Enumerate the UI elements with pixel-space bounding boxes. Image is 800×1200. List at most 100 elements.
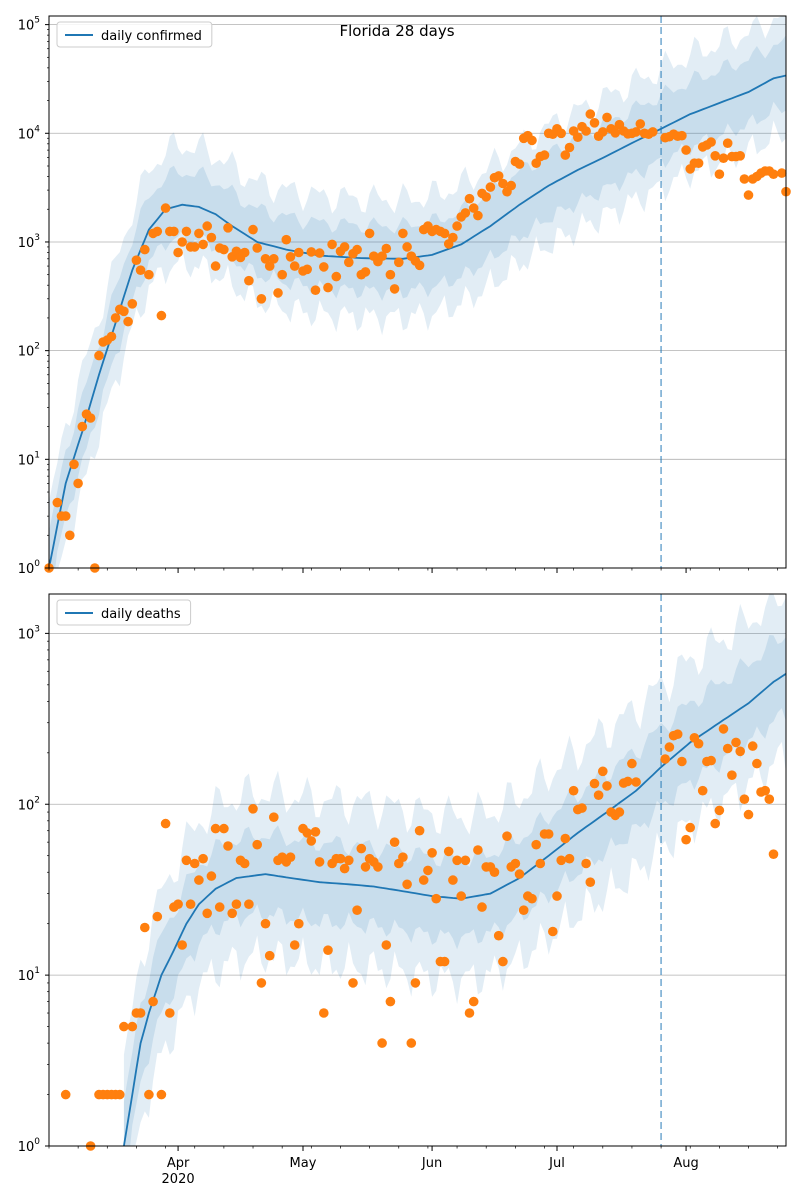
observation-point [214,902,225,912]
observation-point [348,978,358,988]
observation-point [593,790,604,800]
observation-point [660,754,670,764]
observation-point [456,891,467,901]
observation-point [710,818,720,829]
observation-point [73,478,83,489]
observation-point [119,306,129,317]
legend: daily confirmed [56,21,213,48]
observation-point [527,135,537,146]
observation-point [256,294,267,304]
observation-point [431,893,442,904]
observation-point [223,223,233,233]
observation-point [627,758,637,769]
observation-point [352,905,362,915]
observation-point [198,853,208,864]
observation-point [443,846,454,857]
observation-point [498,178,508,189]
observation-point [398,228,408,239]
observation-point [194,875,204,885]
observation-point [69,459,79,470]
x-tick-label: May [290,1156,317,1171]
observation-point [718,153,729,163]
observation-point [352,244,362,255]
observation-point [427,848,437,858]
observation-point [344,855,354,866]
x-tick-label: Jul [548,1156,565,1171]
observation-point [127,1021,138,1032]
observation-point [302,264,313,275]
observation-point [693,738,704,749]
observations [44,109,791,573]
observation-point [539,150,550,160]
legend: daily deaths [56,599,192,626]
observation-point [556,855,566,866]
observation-point [677,756,687,767]
observation-point [556,128,566,139]
observation-point [473,845,483,855]
observation-point [360,862,371,872]
observation-point [302,828,313,838]
observation-point [514,869,525,879]
observation-point [722,138,733,148]
observation-point [560,150,571,160]
observation-point [264,261,275,271]
observation-point [264,950,275,961]
observation-point [681,145,691,155]
observation-point [85,413,96,423]
observation-point [560,833,571,844]
observation-point [602,781,612,791]
observation-point [377,1038,387,1048]
observation-point [156,310,167,321]
observation-point [335,853,346,864]
observation-point [94,350,104,361]
observation-point [381,940,392,950]
uncertainty-bands [123,594,786,1146]
observation-point [206,871,217,881]
observation-point [714,169,725,179]
observation-point [294,247,304,258]
observation-point [239,247,250,258]
observation-point [510,858,521,869]
observation-point [331,271,342,282]
median-line [123,673,786,1146]
observation-point [127,299,138,309]
observation-point [202,908,212,919]
observation-point [189,242,200,252]
observation-point [672,729,683,739]
observation-point [252,839,262,850]
observation-point [177,237,187,247]
observation-point [160,203,171,213]
observation-point [319,1008,329,1018]
observation-point [448,232,458,243]
observation-point [423,865,433,876]
observation-point [743,809,754,820]
observation-point [543,829,554,839]
observation-point [706,755,716,766]
observation-point [598,766,608,777]
legend-label: daily deaths [101,607,181,622]
observation-point [468,203,479,213]
observation-point [277,269,288,280]
observation-point [244,275,254,286]
observation-point [385,269,396,280]
observation-point [152,226,163,237]
observation-point [156,1089,167,1100]
band-2 [49,35,786,568]
observation-point [269,253,279,264]
observation-point [239,858,250,869]
observation-point [160,818,171,829]
x-tick-sublabel: 2020 [162,1172,195,1187]
observation-point [581,858,591,869]
observation-point [722,743,733,754]
observation-point [173,899,183,909]
observation-point [535,858,546,869]
legend-box [56,599,192,626]
observation-point [548,926,558,937]
observation-point [452,221,462,231]
observation-point [152,911,163,922]
observation-point [206,232,217,243]
observation-point [273,288,283,298]
